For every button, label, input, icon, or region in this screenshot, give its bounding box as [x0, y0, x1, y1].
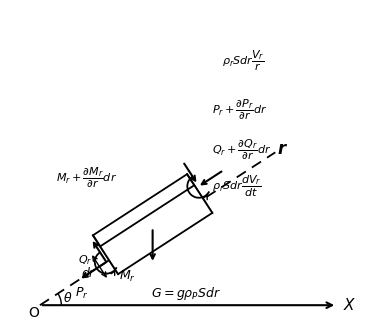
Text: dr: dr — [82, 267, 95, 280]
Text: $P_r+\dfrac{\partial P_r}{\partial r}dr$: $P_r+\dfrac{\partial P_r}{\partial r}dr$ — [211, 98, 267, 123]
Text: $\theta$: $\theta$ — [63, 291, 73, 305]
Text: $\rho_r Sdr\dfrac{V_r}{r}$: $\rho_r Sdr\dfrac{V_r}{r}$ — [222, 49, 264, 73]
Text: $Q_r$: $Q_r$ — [78, 253, 92, 267]
Polygon shape — [100, 185, 212, 274]
Text: r: r — [278, 140, 286, 158]
Text: $M_r+\dfrac{\partial M_r}{\partial r}dr$: $M_r+\dfrac{\partial M_r}{\partial r}dr$ — [56, 166, 117, 190]
Text: $G=g\rho_P Sdr$: $G=g\rho_P Sdr$ — [150, 285, 221, 302]
Text: $P_r$: $P_r$ — [75, 286, 89, 301]
Text: $Q_r+\dfrac{\partial Q_r}{\partial r}dr$: $Q_r+\dfrac{\partial Q_r}{\partial r}dr$ — [211, 138, 271, 162]
Text: $M_r$: $M_r$ — [119, 268, 136, 284]
Polygon shape — [93, 174, 205, 263]
Text: $\rho_r Sdr\dfrac{dV_r}{dt}$: $\rho_r Sdr\dfrac{dV_r}{dt}$ — [211, 174, 261, 199]
Text: O: O — [28, 306, 39, 320]
Text: X: X — [344, 298, 354, 313]
